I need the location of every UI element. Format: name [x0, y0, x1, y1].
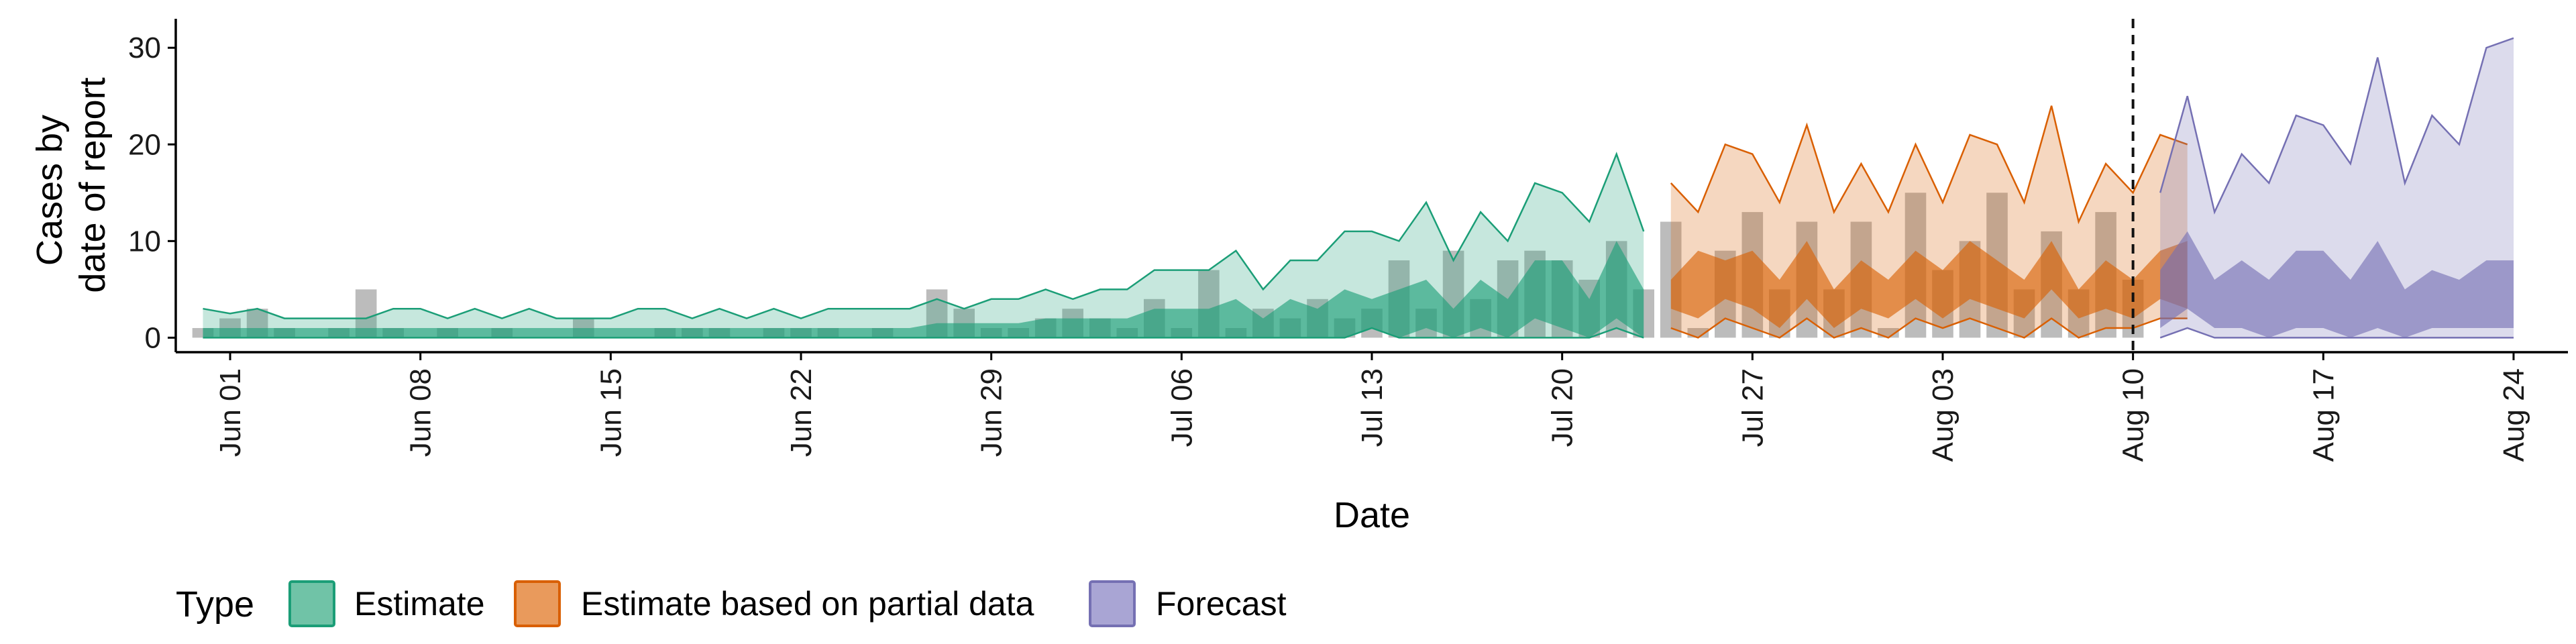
ribbons-layer	[203, 37, 2514, 339]
estimate-based-on-partial-data-inner-ribbon	[1670, 241, 2188, 328]
forecast-outer-upper-line	[2159, 37, 2514, 215]
legend-title: Type	[176, 584, 254, 625]
x-tick-label: Jul 06	[1165, 368, 1198, 447]
legend-label-forecast: Forecast	[1156, 585, 1287, 623]
x-tick-label: Jun 08	[405, 368, 437, 457]
y-tick-label: 30	[128, 32, 161, 64]
x-tick-label: Jul 13	[1356, 368, 1389, 447]
x-tick-label: Aug 17	[2307, 368, 2340, 462]
forecast-inner-ribbon	[2160, 231, 2514, 338]
x-tick-label: Jun 15	[594, 368, 627, 457]
x-tick-label: Jun 22	[785, 368, 818, 457]
legend-label-estimate: Estimate	[354, 585, 485, 623]
legend-key-estimate	[288, 580, 335, 627]
y-tick-label: 20	[128, 128, 161, 161]
x-tick-label: Jun 01	[214, 368, 247, 457]
x-tick-label: Aug 10	[2117, 368, 2150, 462]
y-tick-label: 10	[128, 225, 161, 258]
x-tick-label: Jul 20	[1546, 368, 1579, 447]
y-axis-title-line-2: date of report	[72, 77, 113, 292]
estimate-based-on-partial-data-outer-upper-line	[1670, 105, 2188, 225]
x-tick-label: Aug 24	[2498, 368, 2530, 462]
estimate-inner-ribbon	[203, 241, 1644, 338]
x-tick-label: Aug 03	[1927, 368, 1960, 462]
estimate-based-on-partial-data-outer-lower-line	[1670, 317, 2188, 339]
forecast-outer-ribbon	[2160, 38, 2514, 338]
x-ticks: Jun 01 Jun 08 Jun 15 Jun 22 Jun 29 Jul 06 Jul …	[214, 352, 2530, 462]
y-ticks: 0 10 20 30	[128, 32, 176, 354]
x-tick-label: Jul 27	[1736, 368, 1769, 447]
estimate-outer-upper-line	[203, 152, 1645, 319]
y-axis-title-line-1: Cases by	[30, 115, 70, 266]
legend-key-forecast	[1089, 580, 1136, 627]
estimate-outer-ribbon	[203, 154, 1644, 338]
legend-key-partial	[514, 580, 561, 627]
forecast-outer-lower-line	[2159, 327, 2514, 339]
x-tick-label: Jun 29	[975, 368, 1008, 457]
legend-label-partial: Estimate based on partial data	[581, 585, 1034, 623]
y-tick-label: 0	[145, 321, 161, 354]
legend: Type Estimate Estimate based on partial …	[176, 580, 1287, 627]
x-axis-title: Date	[1334, 495, 1410, 535]
y-axis-title: Cases by date of report	[30, 77, 113, 292]
